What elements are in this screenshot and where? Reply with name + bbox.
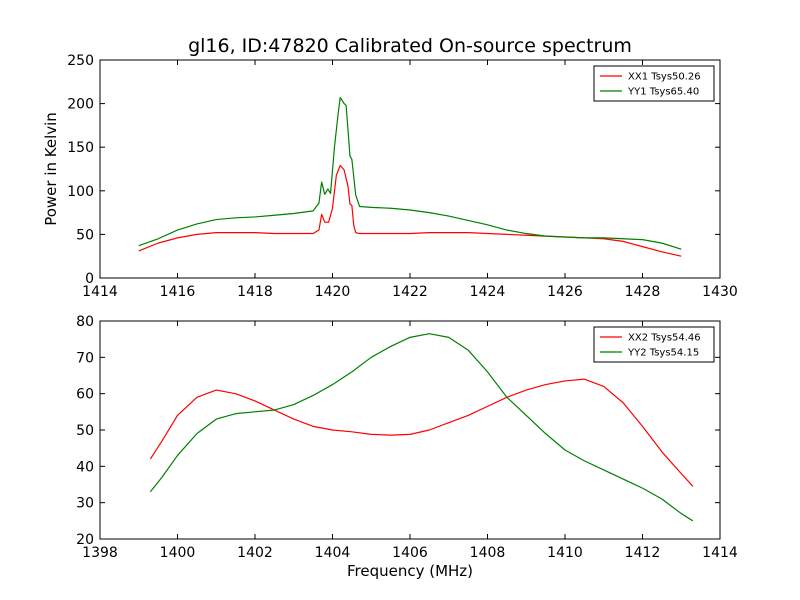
series-line-bottom-2 bbox=[149, 333, 694, 522]
x-tick-label: 1410 bbox=[547, 545, 583, 561]
legend-entry: YY1 Tsys65.40 bbox=[627, 87, 699, 98]
x-tick-label: 1414 bbox=[82, 284, 118, 300]
y-tick-label: 0 bbox=[85, 271, 94, 287]
x-tick-label: 1426 bbox=[547, 284, 583, 300]
legend-entry: XX2 Tsys54.46 bbox=[628, 333, 701, 344]
y-tick-label: 40 bbox=[76, 459, 94, 475]
y-tick-label: 250 bbox=[67, 53, 94, 69]
series-line-top-2 bbox=[138, 96, 682, 250]
series-line-bottom-1 bbox=[149, 378, 694, 487]
chart-title: gl16, ID:47820 Calibrated On-source spec… bbox=[188, 35, 632, 57]
y-tick-label: 70 bbox=[76, 350, 94, 366]
x-tick-label: 1418 bbox=[237, 284, 273, 300]
y-tick-label: 150 bbox=[67, 140, 94, 156]
series-line-top-1 bbox=[138, 164, 682, 257]
x-tick-label: 1404 bbox=[315, 545, 351, 561]
x-tick-label: 1424 bbox=[470, 284, 506, 300]
x-tick-label: 1400 bbox=[160, 545, 196, 561]
y-tick-label: 200 bbox=[67, 97, 94, 113]
x-tick-label: 1422 bbox=[392, 284, 428, 300]
y-tick-label: 30 bbox=[76, 496, 94, 512]
x-axis-label: Frequency (MHz) bbox=[347, 562, 473, 580]
y-tick-label: 20 bbox=[76, 532, 94, 548]
legend-box bbox=[593, 65, 715, 102]
x-tick-label: 1416 bbox=[160, 284, 196, 300]
legend-bottom: XX2 Tsys54.46 YY2 Tsys54.15 bbox=[593, 326, 715, 363]
x-tick-label: 1430 bbox=[702, 284, 738, 300]
legend-entry: YY2 Tsys54.15 bbox=[627, 348, 699, 359]
y-tick-label: 100 bbox=[67, 184, 94, 200]
y-tick-label: 60 bbox=[76, 387, 94, 403]
x-tick-label: 1402 bbox=[237, 545, 273, 561]
x-tick-label: 1406 bbox=[392, 545, 428, 561]
legend-top: XX1 Tsys50.26 YY1 Tsys65.40 bbox=[593, 65, 715, 102]
x-tick-label: 1428 bbox=[625, 284, 661, 300]
legend-box bbox=[593, 326, 715, 363]
x-tick-label: 1414 bbox=[702, 545, 738, 561]
x-tick-label: 1420 bbox=[315, 284, 351, 300]
y-axis-label: Power in Kelvin bbox=[42, 112, 60, 226]
x-tick-label: 1408 bbox=[470, 545, 506, 561]
y-tick-label: 50 bbox=[76, 423, 94, 439]
x-tick-label: 1398 bbox=[82, 545, 118, 561]
y-tick-label: 80 bbox=[76, 314, 94, 330]
panel-top: 1414 1416 1418 1420 1422 1424 1426 1428 1430 0 50 1… bbox=[42, 35, 738, 300]
y-tick-label: 50 bbox=[76, 227, 94, 243]
x-tick-label: 1412 bbox=[625, 545, 661, 561]
panel-bottom: 1398 1400 1402 1404 1406 1408 1410 1412 1414 20 30… bbox=[76, 314, 738, 580]
legend-entry: XX1 Tsys50.26 bbox=[628, 72, 701, 83]
